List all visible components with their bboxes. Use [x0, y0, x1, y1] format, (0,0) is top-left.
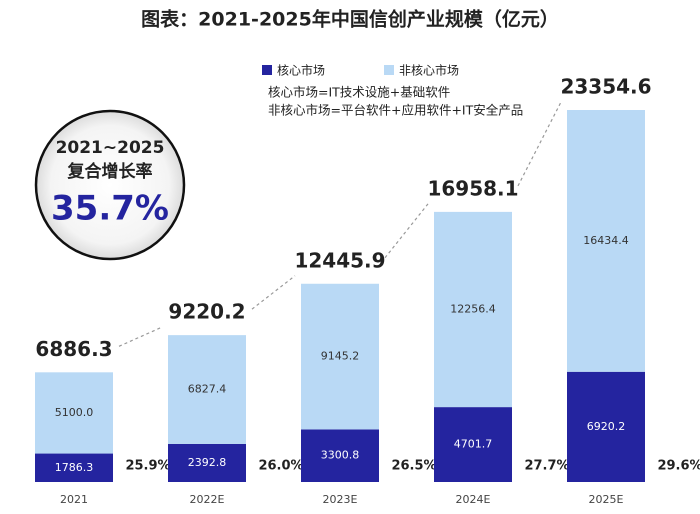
total-label: 23354.6: [560, 75, 651, 99]
total-label: 9220.2: [168, 300, 245, 324]
value-label: 1786.3: [55, 461, 94, 474]
legend-label: 非核心市场: [399, 63, 459, 78]
annotation-value: 35.7%: [51, 189, 169, 229]
bar-segment: [567, 371, 645, 482]
value-label: 2392.8: [188, 456, 227, 469]
bar-segment: [434, 407, 512, 482]
value-label: 12256.4: [450, 302, 496, 315]
x-tick-label: 2022E: [190, 493, 225, 506]
value-label: 16434.4: [583, 234, 629, 247]
bar-segment: [35, 453, 113, 482]
cagr-circle: [34, 109, 186, 261]
value-label: 6827.4: [188, 383, 227, 396]
trend-line: [251, 275, 296, 310]
annotation-line: 复合增长率: [67, 161, 153, 182]
note: 非核心市场=平台软件+应用软件+IT安全产品: [268, 103, 523, 118]
bar-segment: [35, 372, 113, 454]
total-label: 16958.1: [427, 176, 518, 200]
share-label: 25.9%: [125, 459, 170, 474]
value-label: 4701.7: [454, 438, 493, 451]
bar-segment: [168, 335, 246, 444]
x-tick-label: 2024E: [456, 493, 491, 506]
value-label: 3300.8: [321, 449, 360, 462]
note: 核心市场=IT技术设施+基础软件: [268, 85, 450, 100]
share-label: 29.6%: [657, 459, 700, 474]
value-label: 6920.2: [587, 420, 626, 433]
bar-segment: [301, 429, 379, 482]
legend-swatch: [262, 65, 272, 75]
bar-segment: [301, 283, 379, 430]
bar-segment: [567, 110, 645, 372]
trend-line: [517, 101, 562, 187]
trend-line: [118, 326, 163, 347]
x-tick-label: 2021: [60, 493, 88, 506]
share-label: 26.0%: [258, 459, 303, 474]
x-tick-label: 2023E: [323, 493, 358, 506]
share-label: 26.5%: [391, 459, 436, 474]
value-label: 5100.0: [55, 406, 94, 419]
share-label: 27.7%: [524, 459, 569, 474]
bar-segment: [434, 211, 512, 408]
legend-label: 核心市场: [277, 63, 325, 78]
bar-segment: [168, 443, 246, 482]
total-label: 12445.9: [294, 248, 385, 272]
legend-swatch: [384, 65, 394, 75]
chart-title: 图表：2021-2025年中国信创产业规模（亿元）: [141, 8, 559, 31]
x-tick-label: 2025E: [589, 493, 624, 506]
value-label: 9145.2: [321, 350, 360, 363]
annotation-line: 2021~2025: [56, 138, 165, 158]
total-label: 6886.3: [35, 337, 112, 361]
trend-line: [384, 203, 429, 259]
